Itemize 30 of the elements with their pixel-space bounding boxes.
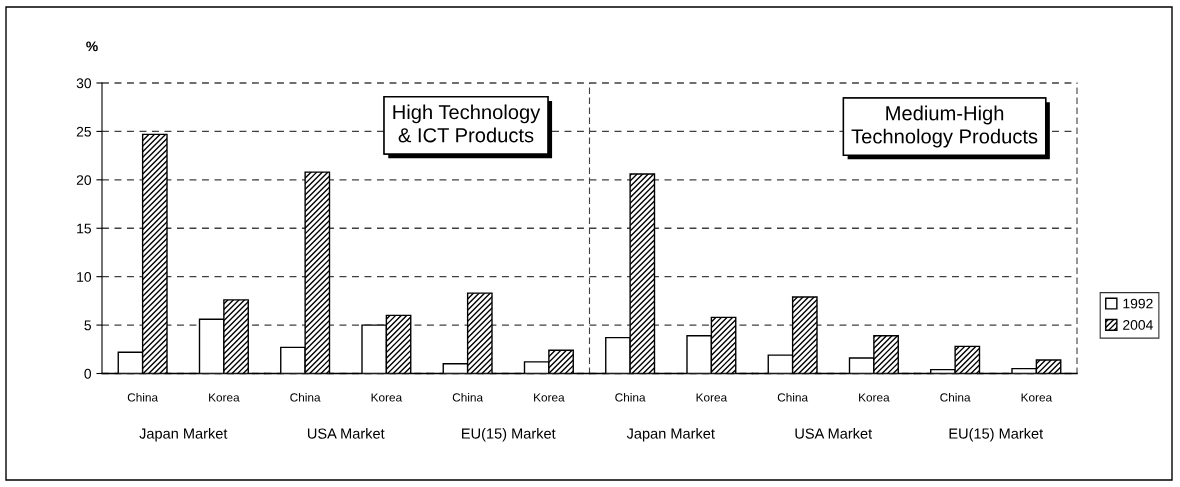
x-axis-title: USA Market <box>307 428 385 439</box>
y-tick-label: 15 <box>77 223 91 234</box>
x-axis-title: Japan Market <box>139 428 228 442</box>
x-tick-label: Korea <box>209 393 240 402</box>
legend-label: 2004 <box>1123 320 1153 330</box>
x-axis-title: EU(15) Market <box>949 428 1044 442</box>
x-tick-label: China <box>615 392 646 402</box>
x-axis-title: Japan Market <box>626 428 715 442</box>
x-tick-label: China <box>290 392 321 402</box>
y-tick-label: 5 <box>84 320 91 331</box>
x-tick-label: Korea <box>696 393 728 402</box>
x-tick-label: China <box>452 392 484 402</box>
text: Medium-High Technology Products <box>851 105 1038 148</box>
x-tick-label: Korea <box>1021 393 1053 402</box>
x-tick-label: Korea <box>534 393 565 402</box>
text: High Technology & ICT Products <box>393 104 541 143</box>
legend-label: 1992 <box>1123 298 1153 309</box>
y-axis-title: % <box>86 41 98 52</box>
x-tick-label: China <box>940 392 971 402</box>
x-tick-label: China <box>777 392 809 402</box>
x-tick-label: China <box>127 392 159 402</box>
x-tick-label: Korea <box>859 393 890 402</box>
x-tick-label: Korea <box>371 393 403 402</box>
y-tick-label: 20 <box>76 175 92 185</box>
y-tick-label: 0 <box>84 368 92 379</box>
y-tick-label: 30 <box>76 78 92 89</box>
x-axis-title: EU(15) Market <box>462 428 556 442</box>
y-tick-label: 10 <box>77 272 92 282</box>
y-tick-label: 25 <box>76 126 91 137</box>
x-axis-title: USA Market <box>795 428 873 439</box>
